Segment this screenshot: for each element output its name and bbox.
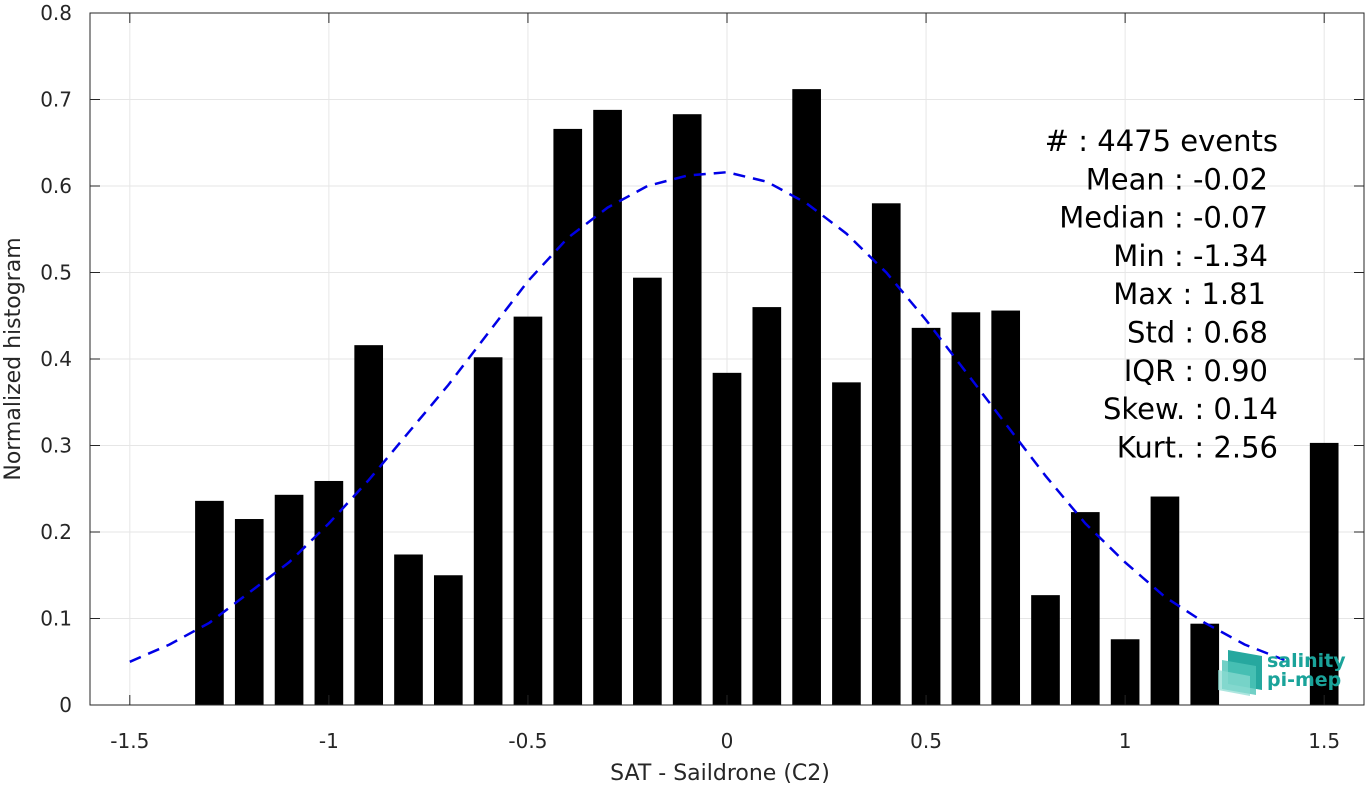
- y-axis-label: Normalized histogram: [1, 237, 26, 480]
- y-tick-label-3: 0.3: [40, 434, 72, 458]
- x-tick-label-2: -0.5: [508, 729, 547, 753]
- bar-6: [433, 575, 463, 705]
- stat-row-4: Max : 1.81: [1113, 277, 1266, 311]
- y-tick-labels: 0 0.1 0.2 0.3 0.4 0.5 0.6 0.7 0.8: [40, 1, 72, 717]
- x-tick-label-5: 1: [1119, 729, 1132, 753]
- bar-20: [991, 310, 1021, 705]
- y-tick-label-4: 0.4: [40, 347, 72, 371]
- stat-row-1: Mean : -0.02: [1086, 162, 1268, 196]
- x-tick-label-4: 0.5: [910, 729, 942, 753]
- bar-14: [752, 307, 782, 705]
- bar-25: [1190, 623, 1220, 705]
- x-tick-label-6: 1.5: [1308, 729, 1340, 753]
- bar-13: [712, 372, 742, 705]
- x-tick-label-0: -1.5: [110, 729, 149, 753]
- y-tick-label-2: 0.2: [40, 520, 72, 544]
- stat-row-2: Median : -0.07: [1059, 201, 1268, 235]
- bar-19: [951, 312, 981, 705]
- bar-11: [633, 277, 662, 705]
- bar-8: [513, 316, 543, 705]
- y-tick-label-8: 0.8: [40, 1, 72, 25]
- bar-2: [274, 494, 304, 705]
- stat-row-5: Std : 0.68: [1127, 316, 1268, 350]
- x-axis-label: SAT - Saildrone (C2): [610, 761, 830, 785]
- stat-row-7: Skew. : 0.14: [1103, 392, 1278, 426]
- y-tick-label-0: 0: [59, 693, 72, 717]
- stats-box: # : 4475 events Mean : -0.02 Median : -0.0…: [1045, 124, 1278, 464]
- bar-18: [911, 327, 941, 705]
- bars-group: [195, 89, 1339, 706]
- logo-text-line1: salinity: [1267, 650, 1346, 672]
- y-tick-label-6: 0.6: [40, 174, 72, 198]
- bar-4: [354, 345, 384, 705]
- bar-7: [473, 357, 503, 705]
- bar-9: [553, 128, 583, 705]
- stat-row-3: Min : -1.34: [1113, 239, 1268, 273]
- bar-10: [593, 109, 622, 705]
- stat-row-0: # : 4475 events: [1045, 124, 1278, 158]
- y-tick-label-1: 0.1: [40, 607, 72, 631]
- y-tick-label-7: 0.7: [40, 88, 72, 112]
- axis-ticks: [90, 12, 1364, 706]
- bar-26: [1309, 442, 1339, 705]
- logo-text-line2: pi-mep: [1267, 669, 1341, 691]
- stat-row-8: Kurt. : 2.56: [1117, 430, 1278, 464]
- y-tick-label-5: 0.5: [40, 261, 72, 285]
- bar-0: [195, 500, 224, 705]
- logo-icon: [1218, 650, 1262, 696]
- bar-12: [672, 114, 702, 705]
- bar-16: [832, 382, 861, 705]
- bar-21: [1031, 595, 1060, 705]
- stat-row-6: IQR : 0.90: [1124, 354, 1268, 388]
- x-tick-label-1: -1: [319, 729, 339, 753]
- bar-15: [792, 89, 821, 706]
- bar-23: [1110, 639, 1140, 705]
- salinity-pimep-logo: salinity pi-mep: [1218, 650, 1346, 696]
- bar-17: [871, 203, 901, 706]
- x-tick-labels: -1.5 -1 -0.5 0 0.5 1 1.5: [110, 729, 1340, 753]
- bar-1: [234, 519, 264, 705]
- bar-5: [394, 554, 423, 705]
- bar-3: [314, 480, 344, 705]
- bar-22: [1070, 512, 1100, 705]
- bar-24: [1150, 496, 1180, 705]
- x-tick-label-3: 0: [721, 729, 734, 753]
